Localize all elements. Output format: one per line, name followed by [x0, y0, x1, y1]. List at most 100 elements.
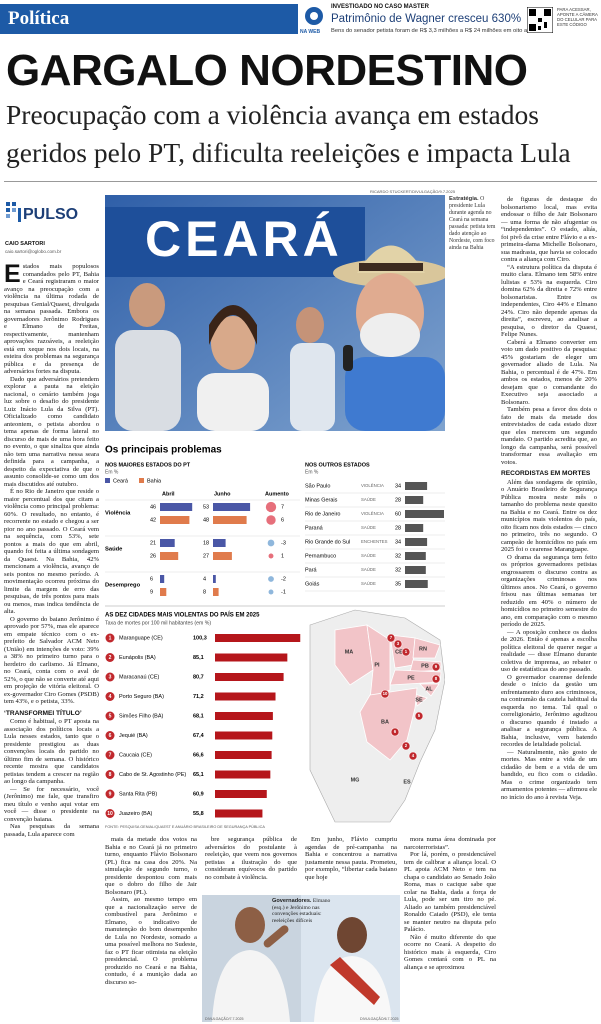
map-marker: [393, 639, 403, 649]
logo-dot: [12, 208, 16, 212]
teaser-kicker: INVESTIGADO NO CASO MASTER: [331, 4, 430, 10]
value-label: 67,4: [193, 733, 205, 739]
value-label: 60,9: [193, 791, 204, 797]
map-marker: [401, 741, 411, 751]
hat-band: [359, 263, 423, 271]
value-label: 18: [203, 540, 209, 546]
map-marker: [414, 711, 424, 721]
paragraph: Por lá, porém, o presidenciável tem de c…: [404, 851, 496, 933]
value-label: 21: [150, 540, 156, 546]
photo-caption: Estratégia. O presidente Lula durante ag…: [449, 196, 497, 252]
value-label: 80,7: [193, 674, 204, 680]
article-column: mora numa área dominada por narcoterrori…: [404, 836, 496, 1022]
map-marker-label: 3: [397, 641, 400, 646]
person-hair: [209, 305, 257, 345]
paragraph: O drama da segurança tem feito os própri…: [501, 553, 597, 629]
unit: Em %: [105, 469, 119, 475]
city-label: Maracanaú (CE): [119, 674, 160, 680]
rank-label: 1: [109, 635, 112, 641]
person-arm: [263, 925, 289, 948]
change-dot: [268, 553, 274, 559]
paragraph: Além das sondagens de opinião, o Anuário…: [501, 478, 597, 554]
article-column: bre segurança pública de adversários do …: [205, 836, 297, 892]
logo-bar: [18, 208, 21, 222]
map-marker-label: 2: [405, 743, 408, 748]
value-label: 8: [203, 589, 206, 595]
value-label: 6: [150, 576, 153, 582]
caption-title: Governadores.: [272, 898, 312, 904]
state-label: Paraná: [305, 525, 324, 531]
bar: [405, 496, 424, 504]
bottom-caption: Governadores. Elmano (esq.) e Jerônimo n…: [272, 898, 344, 924]
bar: [215, 653, 288, 662]
value-label: 34: [395, 539, 401, 545]
qr-block: [529, 24, 536, 31]
bar: [215, 673, 284, 681]
map-state: [334, 624, 374, 686]
change-label: -2: [281, 576, 286, 582]
map-marker-label: 9: [435, 664, 438, 669]
map-label: PB: [421, 663, 429, 669]
value-label: 71,2: [193, 694, 204, 700]
bottom-credit-left: DIVULGAÇÃO/7.7.2025: [205, 1017, 244, 1021]
map-label: PI: [374, 662, 380, 668]
qr-block: [544, 9, 551, 16]
bar: [160, 539, 175, 547]
rank-label: 2: [109, 655, 112, 661]
city-label: Santa Rita (PB): [119, 791, 157, 797]
value-label: 55,8: [193, 811, 204, 817]
infographic: Os principais problemas NOS MAIORES ESTAD…: [105, 445, 445, 829]
bar: [160, 503, 193, 511]
rank-dot: [105, 711, 115, 721]
state-label: Rio Grande do Sul: [305, 539, 350, 545]
person: [211, 316, 255, 370]
bar: [160, 552, 179, 560]
city-label: Cabo de St. Agostinho (PE): [119, 772, 186, 778]
map-marker: [431, 662, 441, 672]
map-label: MA: [345, 649, 354, 655]
map-marker-label: 4: [412, 753, 415, 758]
map-marker-label: 7: [390, 635, 393, 640]
article-column: mais da metade dos votos na Bahia e no C…: [105, 836, 197, 1022]
person: [290, 343, 335, 431]
problem-label: SAÚDE: [361, 581, 376, 586]
value-label: 66,6: [193, 752, 204, 758]
map-state: [359, 687, 418, 761]
state-label: Pará: [305, 567, 318, 573]
photo-credit: RICARDO STUCKERT/DIVULGAÇÃO/9.7.2025: [370, 189, 456, 194]
section-title: Política: [8, 8, 70, 29]
map-label: CE: [395, 649, 403, 655]
source: FONTE: PESQUISA GENIAL/QUAEST E ANUÁRIO …: [105, 824, 265, 829]
value-label: 60: [395, 511, 401, 517]
qr-code: [527, 7, 553, 33]
problem-label: VIOLÊNCIA: [361, 511, 384, 516]
map-label: MG: [351, 777, 360, 783]
logo-dot: [6, 208, 10, 212]
paragraph: mais da metade dos votos na Bahia e no C…: [105, 836, 197, 896]
web-icon-dot: [310, 12, 318, 20]
map-marker: [386, 633, 396, 643]
rank-label: 8: [109, 772, 112, 778]
paragraph: Como é habitual, o PT aposta na associaç…: [4, 718, 99, 785]
value-label: 9: [150, 589, 153, 595]
rank-label: 7: [109, 752, 112, 758]
legend-swatch: [139, 478, 144, 483]
bar: [405, 566, 426, 574]
city-label: Maranguape (CE): [119, 635, 163, 641]
rank-dot: [105, 770, 115, 779]
value-label: 68,1: [193, 713, 204, 719]
value-label: 53: [203, 504, 209, 510]
logo-dot: [12, 202, 16, 206]
microphone: [343, 345, 353, 371]
bar: [405, 538, 428, 546]
bar: [213, 575, 216, 583]
bar: [215, 790, 267, 798]
section-title: NOS MAIORES ESTADOS DO PT: [105, 462, 191, 468]
bar: [215, 634, 301, 642]
problem-label: SAÚDE: [361, 525, 376, 530]
paragraph: Não é muito diferente do que ocorre no C…: [404, 933, 496, 971]
row-label: Desemprego: [105, 583, 141, 589]
change-label: -3: [281, 540, 286, 546]
city-label: Porto Seguro (BA): [119, 694, 164, 700]
paragraph: de figuras de destaque do bolsonarismo l…: [501, 196, 597, 263]
